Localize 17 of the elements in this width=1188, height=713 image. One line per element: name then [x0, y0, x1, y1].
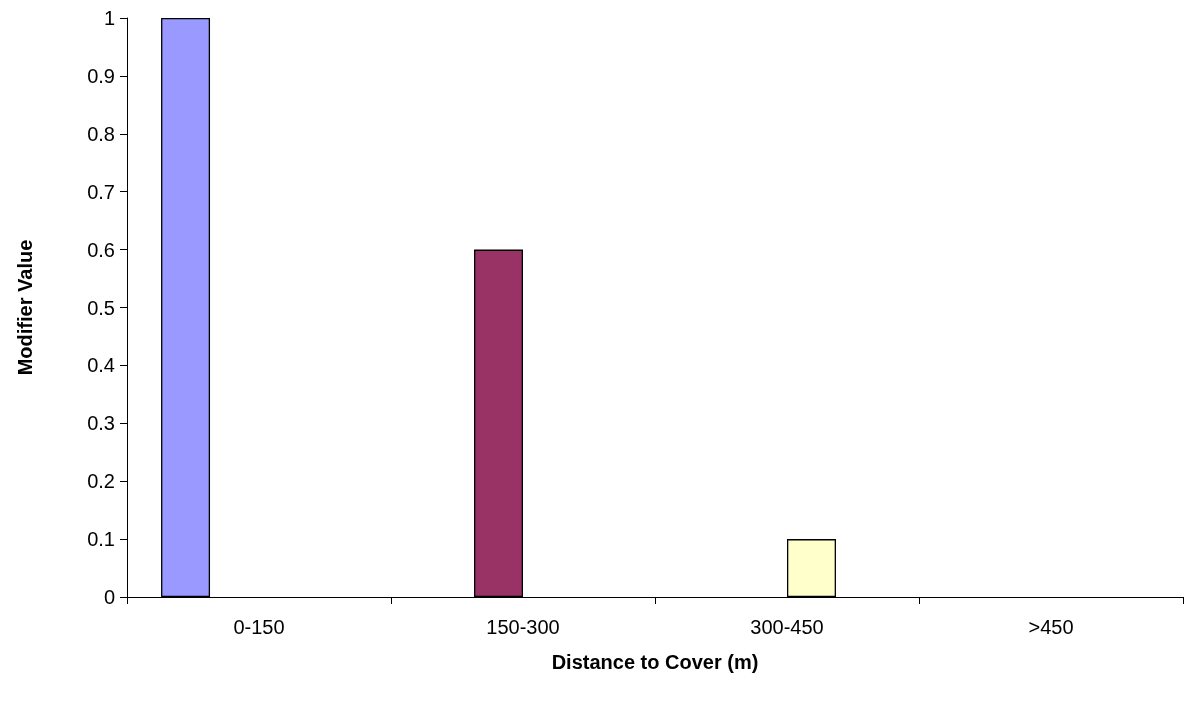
x-tick-label: 150-300 [486, 616, 560, 638]
y-tick-label: 0.4 [87, 354, 115, 377]
x-axis-title: Distance to Cover (m) [551, 651, 759, 673]
y-tick-label: 0.8 [87, 122, 115, 145]
y-tick-label: 1 [103, 7, 115, 29]
y-tick-label: 0.1 [87, 528, 115, 551]
y-tick-label: 0.2 [87, 470, 115, 493]
x-tick-label: 300-450 [750, 616, 824, 638]
y-tick-label: 0.7 [87, 180, 115, 203]
y-tick-label: 0.3 [87, 412, 115, 435]
y-tick-label: 0 [103, 586, 115, 608]
y-tick-label: 0.5 [87, 296, 115, 319]
y-tick-label: 0.9 [87, 64, 115, 87]
y-tick-label: 0.6 [87, 238, 115, 261]
x-tick-label: 0-150 [233, 616, 285, 638]
y-axis-title: Modifier Value [14, 239, 36, 376]
x-tick-label: >450 [1028, 616, 1074, 638]
